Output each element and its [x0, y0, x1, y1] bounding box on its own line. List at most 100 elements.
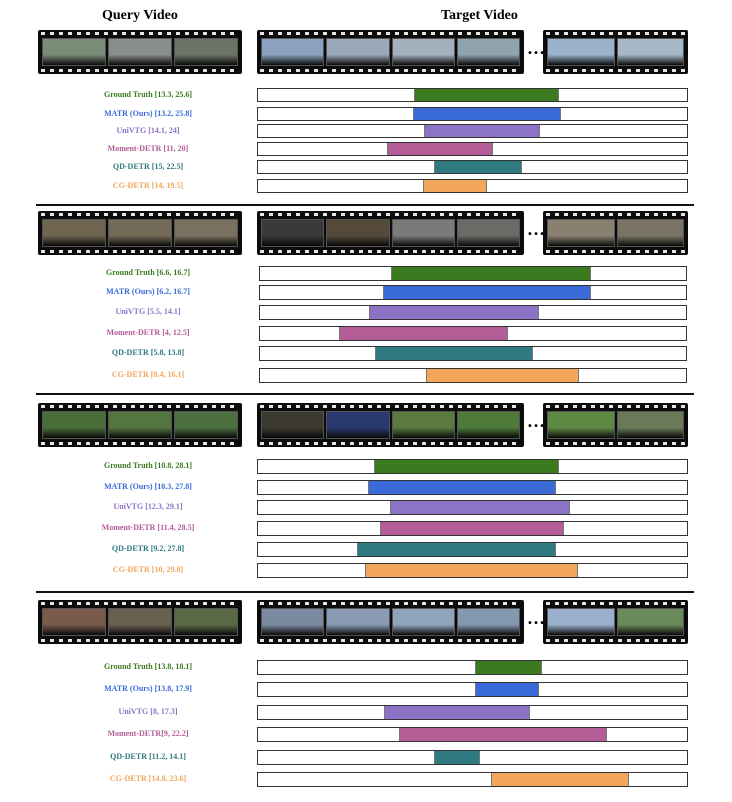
video-frame: [391, 219, 455, 247]
method-label-moment: Moment-DETR[9, 22.2]: [107, 729, 189, 738]
method-label-univtg: UniVTG [8, 17.3]: [118, 707, 178, 716]
ellipsis-text: …: [527, 38, 545, 58]
timeline-track: [259, 305, 687, 320]
video-frame: [108, 38, 172, 66]
timeline-track: [257, 727, 688, 742]
query-video-strip: [38, 211, 242, 255]
method-label-cg: CG-DETR [8.4, 16.1]: [111, 370, 185, 379]
timeline-track: [257, 500, 688, 515]
target-video-strip: [257, 30, 524, 74]
prediction-bar-moment: [387, 143, 494, 155]
section-divider: [36, 393, 694, 395]
method-label-gt: Ground Truth [13.8, 18.1]: [103, 662, 192, 671]
target-video-strip: [257, 403, 524, 447]
video-frame: [42, 219, 106, 247]
prediction-bar-qd: [434, 161, 523, 173]
method-label-qd: QD-DETR [15, 22.5]: [112, 162, 184, 171]
video-frame: [261, 219, 325, 247]
prediction-bar-qd: [434, 751, 480, 764]
prediction-bar-univtg: [423, 125, 541, 137]
method-label-cg: CG-DETR [10, 29.8]: [112, 565, 184, 574]
target-video-strip-end: [543, 600, 688, 644]
prediction-bar-cg: [422, 180, 488, 192]
video-frame: [42, 38, 106, 66]
video-frame: [456, 608, 520, 636]
prediction-bar-matr: [368, 481, 557, 494]
method-label-gt: Ground Truth [10.8, 28.1]: [103, 461, 192, 470]
timeline-track: [257, 542, 688, 557]
prediction-bar-matr: [382, 286, 591, 299]
timeline-track: [259, 285, 687, 300]
timeline-track: [257, 160, 688, 174]
video-frame: [326, 608, 390, 636]
timeline-track: [257, 563, 688, 578]
method-label-gt: Ground Truth [13.3, 25.6]: [103, 90, 192, 99]
target-video-strip-end: [543, 403, 688, 447]
method-label-univtg: UniVTG [12.3, 29.1]: [113, 502, 183, 511]
method-label-univtg: UniVTG [14.1, 24]: [116, 126, 180, 135]
video-frame: [456, 38, 520, 66]
section-divider: [36, 204, 694, 206]
timeline-track: [259, 346, 687, 361]
video-frame: [616, 411, 684, 439]
video-frame: [174, 219, 238, 247]
video-frame: [326, 38, 390, 66]
video-frame: [547, 38, 615, 66]
timeline-track: [257, 179, 688, 193]
video-frame: [108, 608, 172, 636]
video-frame: [456, 219, 520, 247]
prediction-bar-gt: [373, 460, 560, 473]
timeline-track: [259, 266, 687, 281]
video-frame: [174, 38, 238, 66]
timeline-track: [257, 772, 688, 787]
method-label-gt: Ground Truth [6.6, 16.7]: [105, 268, 190, 277]
prediction-bar-moment: [339, 327, 508, 340]
timeline-track: [257, 459, 688, 474]
video-frame: [547, 219, 615, 247]
query-video-strip: [38, 30, 242, 74]
query-video-strip: [38, 403, 242, 447]
target-video-strip-end: [543, 211, 688, 255]
timeline-track: [259, 326, 687, 341]
timeline-track: [257, 480, 688, 495]
prediction-bar-moment: [399, 728, 607, 741]
video-frame: [108, 219, 172, 247]
method-label-matr: MATR (Ours) [6.2, 16.7]: [106, 287, 190, 296]
video-frame: [326, 219, 390, 247]
method-label-qd: QD-DETR [11.2, 14.1]: [110, 752, 186, 761]
video-frame: [261, 608, 325, 636]
prediction-bar-qd: [356, 543, 557, 556]
target-video-strip-end: [543, 30, 688, 74]
video-frame: [42, 411, 106, 439]
video-frame: [616, 608, 684, 636]
prediction-bar-gt: [414, 89, 559, 101]
timeline-track: [257, 660, 688, 675]
target-video-header: Target Video: [441, 8, 518, 23]
timeline-track: [257, 88, 688, 102]
video-frame: [174, 608, 238, 636]
video-frame: [547, 411, 615, 439]
method-label-qd: QD-DETR [5.8, 13.8]: [111, 348, 185, 357]
video-frame: [616, 38, 684, 66]
video-frame: [174, 411, 238, 439]
target-video-strip: [257, 600, 524, 644]
method-label-moment: Moment-DETR [4, 12.5]: [106, 328, 190, 337]
timeline-track: [257, 705, 688, 720]
prediction-bar-moment: [380, 522, 564, 535]
prediction-bar-univtg: [389, 501, 571, 514]
method-label-matr: MATR (Ours) [13.2, 25.8]: [104, 109, 192, 118]
ellipsis-text: …: [527, 608, 545, 628]
timeline-track: [257, 107, 688, 121]
prediction-bar-cg: [490, 773, 629, 786]
video-frame: [456, 411, 520, 439]
video-frame: [108, 411, 172, 439]
prediction-bar-cg: [365, 564, 578, 577]
timeline-track: [257, 682, 688, 697]
method-label-matr: MATR (Ours) [13.8, 17.9]: [104, 684, 192, 693]
video-frame: [326, 411, 390, 439]
target-video-strip: [257, 211, 524, 255]
query-video-strip: [38, 600, 242, 644]
section-divider: [36, 591, 694, 593]
video-frame: [42, 608, 106, 636]
video-frame: [261, 38, 325, 66]
